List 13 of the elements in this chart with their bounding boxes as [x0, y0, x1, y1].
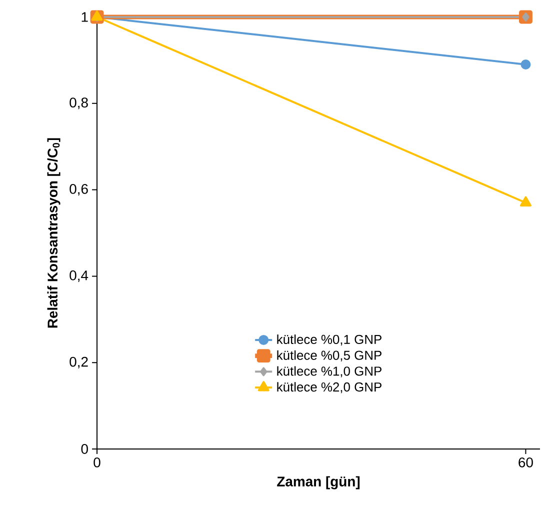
x-tick-label: 60: [518, 457, 533, 468]
y-tick-label: 1: [82, 12, 88, 22]
y-tick-label: 0,8: [70, 98, 88, 110]
legend-label: kütlece %1,0 GNP: [277, 366, 382, 378]
legend-label: kütlece %0,1 GNP: [277, 334, 382, 346]
y-axis-title: Relatif Konsantrasyon [C/C$_{0}$]: [47, 138, 60, 328]
x-axis-title: Zaman [gün]: [277, 476, 360, 490]
y-tick-label: 0,6: [70, 184, 88, 196]
y-tick-label: 0,4: [70, 270, 88, 282]
legend-label: kütlece %0,5 GNP: [277, 350, 382, 362]
y-tick-label: 0,2: [70, 356, 88, 368]
y-tick-label: 0: [81, 444, 88, 454]
legend-label: kütlece %2,0 GNP: [277, 382, 382, 394]
